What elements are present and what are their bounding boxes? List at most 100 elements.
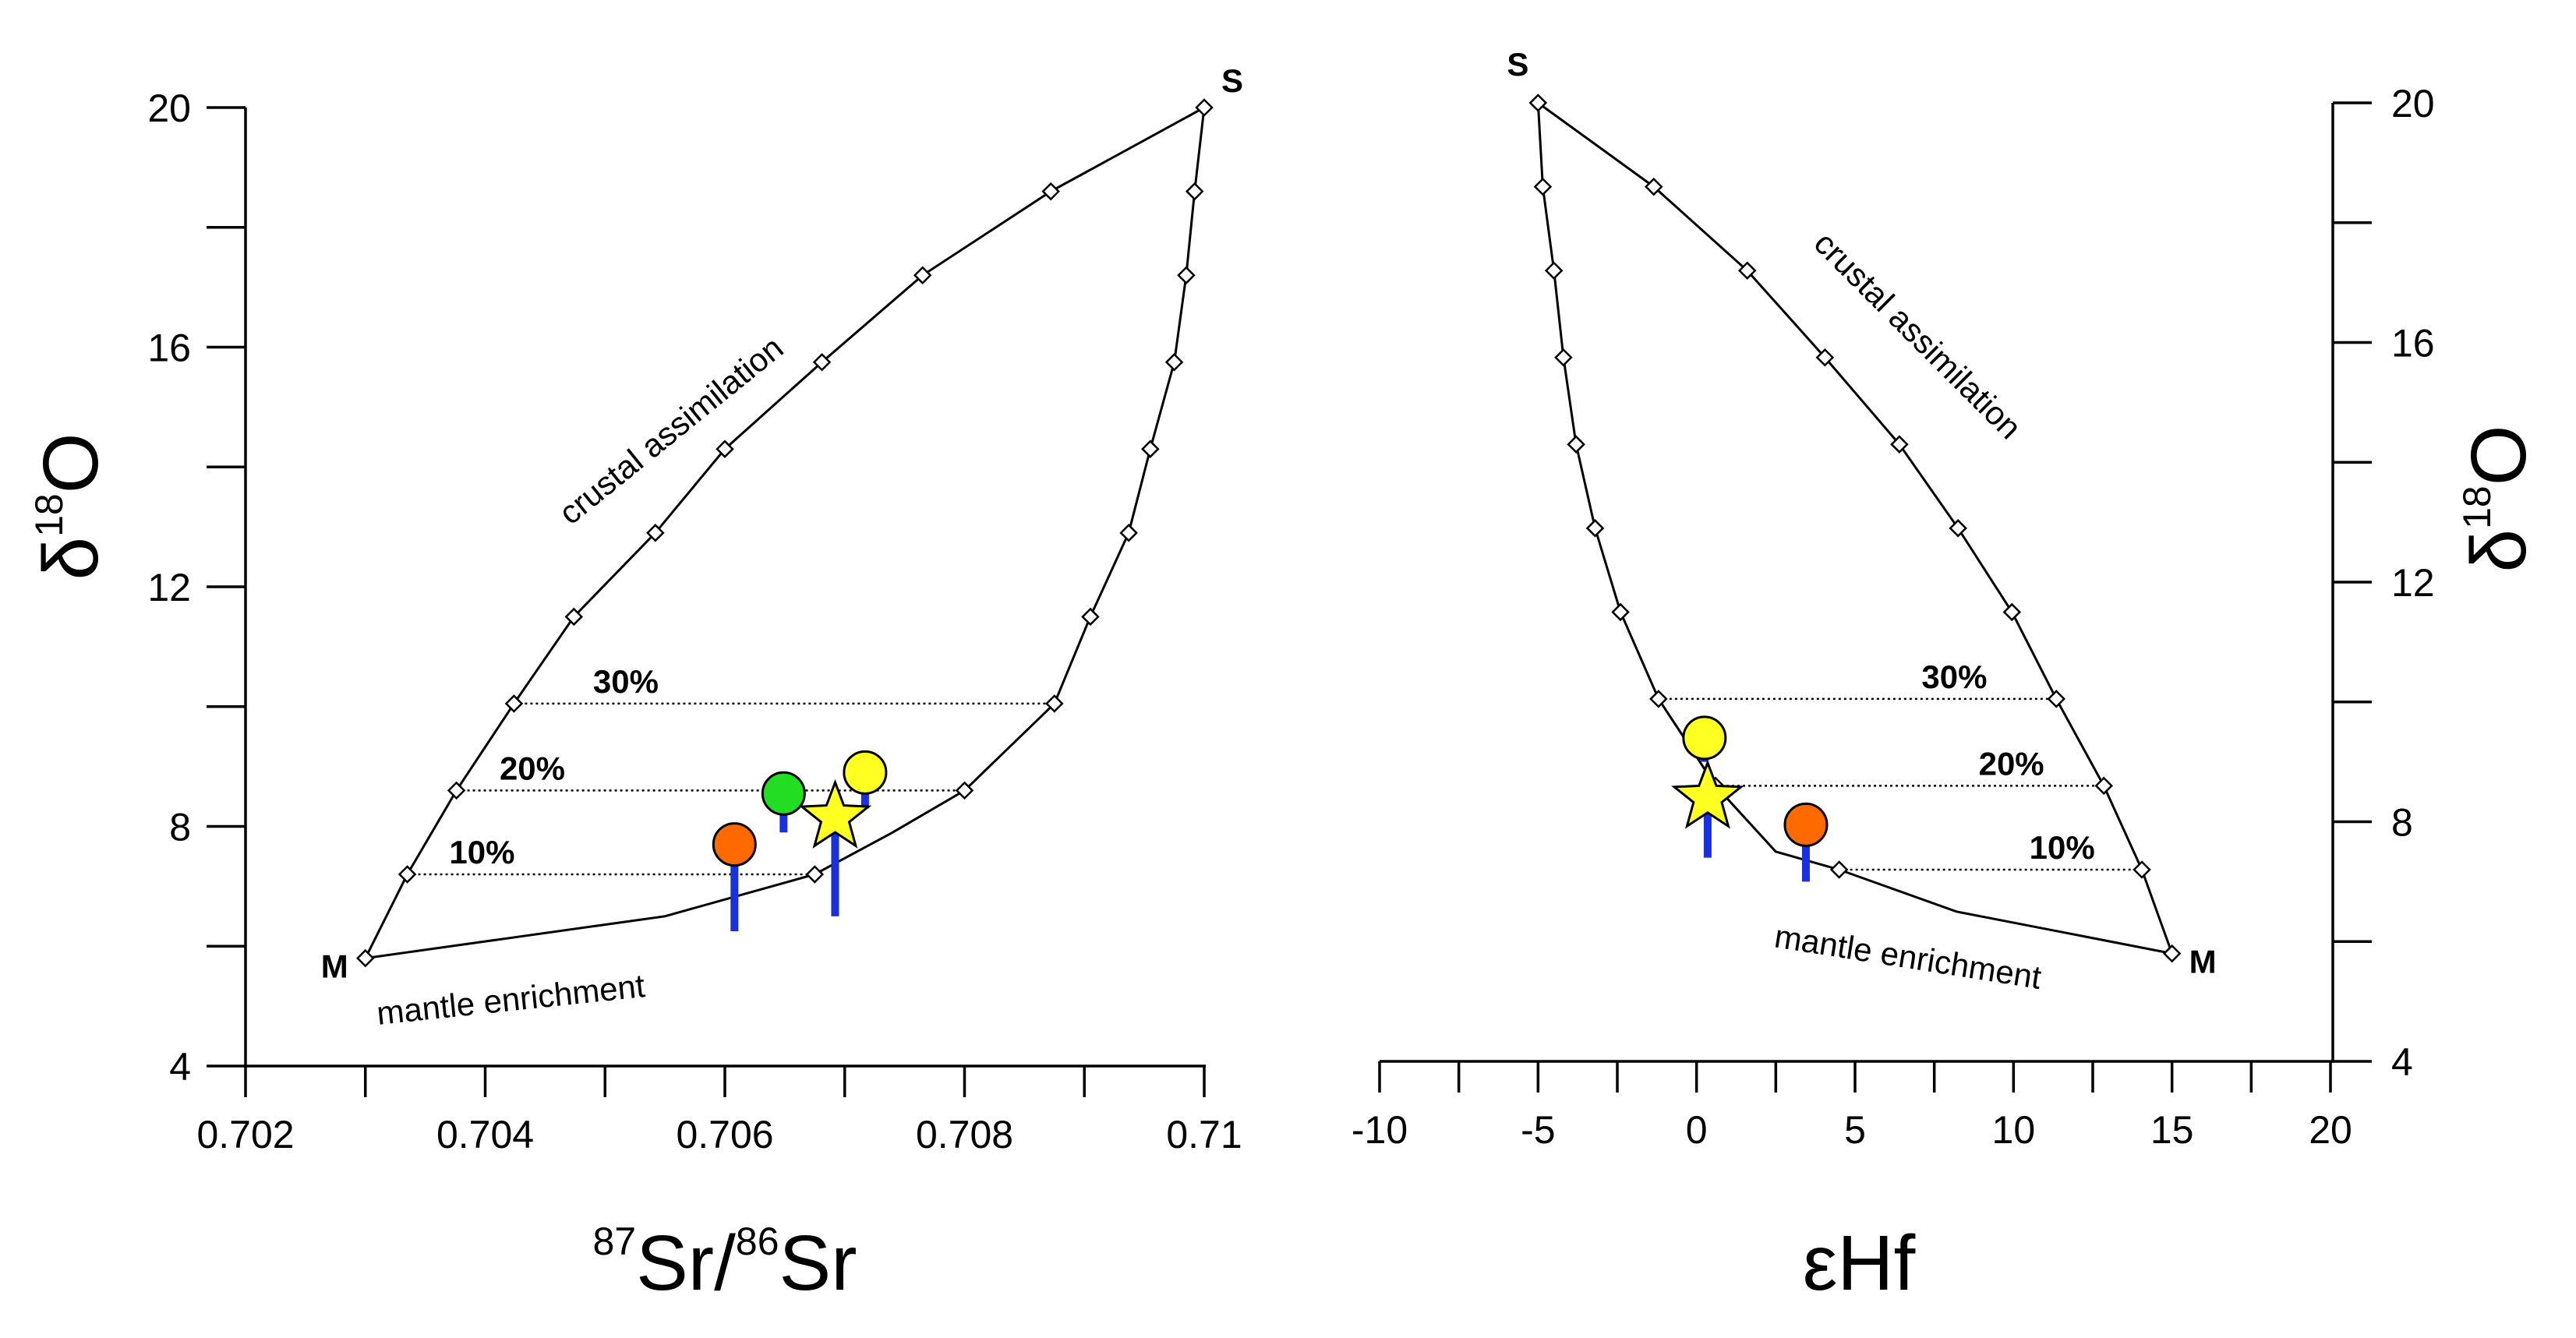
mantle-enrichment-curve <box>1536 102 2172 955</box>
y-axis-title: δ18O <box>2455 425 2542 572</box>
curve-node-diamond <box>955 781 974 800</box>
assimilation-label: 20% <box>1979 745 2044 782</box>
y-tick-label: 8 <box>2391 801 2413 845</box>
curve-node-diamond <box>1645 177 1663 196</box>
y-tick-label: 4 <box>169 1045 191 1089</box>
y-tick-label: 12 <box>147 566 191 609</box>
assimilation-label: 10% <box>2030 829 2095 866</box>
y-tick-label: 16 <box>147 327 191 370</box>
y-tick-label: 4 <box>2391 1040 2413 1084</box>
curve-node-diamond <box>1195 98 1214 117</box>
x-axis-title-sup: 87 <box>592 1220 636 1263</box>
assimilation-label: 30% <box>593 663 659 700</box>
assimilation-label: 20% <box>500 750 565 786</box>
y-tick-label: 8 <box>169 806 191 849</box>
assimilation-label: 30% <box>1921 658 1987 695</box>
curve-node-diamond <box>1890 435 1909 454</box>
endmember-label-S: S <box>1221 62 1243 99</box>
sample-circle-marker <box>1783 802 1829 847</box>
x-axis-title: εHf <box>1803 1220 1916 1307</box>
curve-node-diamond <box>913 266 932 285</box>
curve-node-diamond <box>504 694 524 713</box>
x-tick-label: 5 <box>1844 1108 1866 1152</box>
sample-star-marker <box>1671 759 1744 829</box>
sample-star-marker <box>798 778 872 849</box>
curve-node-diamond <box>1119 524 1138 542</box>
x-axis-title-sup: 86 <box>736 1220 779 1263</box>
curve-node-diamond <box>2094 776 2113 796</box>
curve-node-diamond <box>1815 348 1835 367</box>
endmember-label-S: S <box>1507 46 1528 83</box>
curve-node-diamond <box>1164 352 1184 372</box>
y-tick-label: 20 <box>147 86 191 130</box>
curve-node-diamond <box>1649 690 1668 708</box>
curve-node-diamond <box>1949 519 1967 538</box>
y-axis-title-part: δ <box>27 537 115 581</box>
x-tick-label: 10 <box>1992 1108 2036 1152</box>
y-tick-label: 12 <box>2391 561 2435 605</box>
x-tick-label: -5 <box>1521 1108 1555 1152</box>
x-axis-title-part: Sr/ <box>636 1220 736 1307</box>
y-axis-title-text: δ18O <box>27 432 115 580</box>
curve-node-diamond <box>1611 602 1630 622</box>
curve-node-diamond <box>398 865 417 884</box>
y-tick-label: 16 <box>2391 322 2435 365</box>
right-chart-panel: -10 -5 0 5 10 15 20 4 8 12 16 20 εHf δ18O 10% 20% 30% M Sc… <box>1352 46 2542 1307</box>
curve-node-diamond <box>1045 694 1064 713</box>
curve-node-diamond <box>812 352 832 372</box>
x-tick-label: 20 <box>2309 1108 2352 1152</box>
endmember-label-M: M <box>321 948 348 985</box>
crustal-assimilation-curve <box>1537 101 2174 955</box>
x-tick-label: 0.706 <box>676 1113 773 1156</box>
curve-node-diamond <box>1585 519 1605 538</box>
curve-node-diamond <box>355 948 375 968</box>
x-tick-label: 0.708 <box>916 1113 1013 1156</box>
x-tick-label: 0.704 <box>436 1113 534 1156</box>
crustal-assimilation-label: crustal assimilation <box>552 329 790 531</box>
curve-node-diamond <box>1829 860 1849 879</box>
x-axis-title: 87Sr/86Sr <box>592 1220 857 1307</box>
sample-circle-marker <box>712 822 757 867</box>
curve-node-diamond <box>2002 602 2022 622</box>
sample-circle-marker <box>843 750 888 795</box>
x-tick-label: 0 <box>1686 1108 1708 1152</box>
x-tick-label: 0.71 <box>1166 1113 1242 1156</box>
endmember-label-M: M <box>2189 944 2217 980</box>
curve-node-diamond <box>2133 860 2151 879</box>
sample-circle-marker <box>761 771 806 816</box>
curve-node-diamond <box>716 440 734 458</box>
curve-node-diamond <box>1737 261 1757 281</box>
curve-node-diamond <box>1567 435 1585 454</box>
curve-node-diamond <box>2047 690 2065 708</box>
x-axis-title-part: Sr <box>779 1220 857 1307</box>
crustal-assimilation-label: crustal assimilation <box>1807 224 2029 446</box>
y-axis-title: δ18O <box>27 432 115 580</box>
curve-node-diamond <box>1081 607 1100 627</box>
y-axis-title-sup: 18 <box>2455 485 2499 529</box>
assimilation-label: 10% <box>449 834 514 870</box>
curve-node-diamond <box>1544 261 1564 281</box>
x-tick-label: 15 <box>2150 1108 2194 1152</box>
y-axis-title-part: O <box>27 432 115 493</box>
curve-node-diamond <box>805 865 825 884</box>
left-chart-panel: 0.702 0.704 0.706 0.708 0.714812162087Sr/86S… <box>27 62 1243 1307</box>
mantle-enrichment-label: mantle enrichment <box>1772 917 2044 996</box>
curve-node-diamond <box>1041 182 1060 201</box>
curve-node-diamond <box>1185 182 1204 201</box>
x-tick-label: 0.702 <box>196 1113 294 1156</box>
curve-node-diamond <box>1177 266 1196 285</box>
y-axis-title-text: δ18O <box>2455 425 2542 572</box>
curve-node-diamond <box>447 781 466 800</box>
y-tick-label: 20 <box>2391 82 2435 125</box>
curve-node-diamond <box>646 524 665 542</box>
curve-node-diamond <box>564 607 584 627</box>
y-axis-title-part: O <box>2455 425 2542 485</box>
curve-node-diamond <box>1533 177 1553 196</box>
sample-circle-marker <box>1682 715 1727 761</box>
y-axis-title-part: δ <box>2455 529 2542 573</box>
curve-node-diamond <box>2162 944 2182 963</box>
curve-node-diamond <box>1528 94 1548 112</box>
x-tick-label: -10 <box>1352 1108 1408 1152</box>
mantle-enrichment-label: mantle enrichment <box>375 967 647 1032</box>
